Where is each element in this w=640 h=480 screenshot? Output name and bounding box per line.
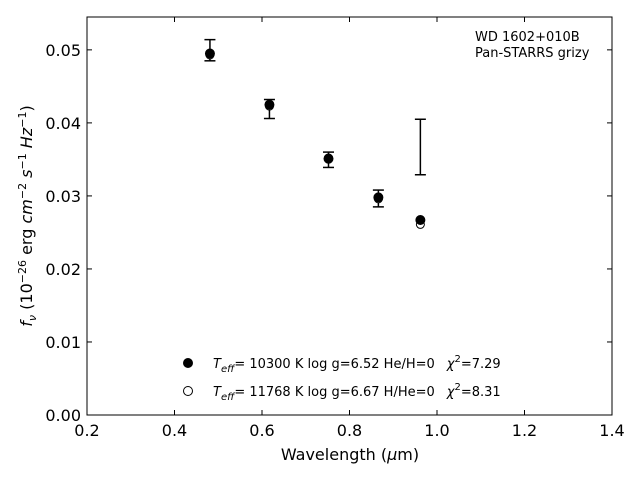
x-tick-label: 1.2 <box>512 421 537 440</box>
x-tick-label: 0.2 <box>74 421 99 440</box>
model-point-filled <box>415 215 426 226</box>
y-tick-label: 0.00 <box>45 406 81 425</box>
legend-marker-filled <box>183 358 193 368</box>
x-axis-label: Wavelength (μm) <box>281 445 419 464</box>
model-point-filled <box>323 153 334 164</box>
y-axis-label: fν (10−26 erg cm−2 s−1 Hz−1) <box>16 105 39 326</box>
y-tick-label: 0.05 <box>45 41 81 60</box>
x-tick-label: 0.4 <box>162 421 187 440</box>
legend-entry-filled: Teff= 10300 K log g=6.52 He/H=0 χ2=7.29 <box>213 354 501 375</box>
legend-marker-open <box>183 386 193 396</box>
annotation-line1: WD 1602+010B <box>475 30 580 45</box>
x-tick-label: 0.6 <box>249 421 274 440</box>
x-tick-label: 1.0 <box>424 421 449 440</box>
x-tick-label: 1.4 <box>599 421 624 440</box>
error-bar <box>414 118 426 176</box>
y-tick-label: 0.04 <box>45 114 81 133</box>
y-tick-label: 0.02 <box>45 260 81 279</box>
x-tick-label: 0.8 <box>337 421 362 440</box>
y-tick-label: 0.03 <box>45 187 81 206</box>
model-point-filled <box>264 99 275 110</box>
y-tick-label: 0.01 <box>45 333 81 352</box>
plot-frame <box>86 16 613 416</box>
legend-entry-open: Teff= 11768 K log g=6.67 H/He=0 χ2=8.31 <box>213 382 501 403</box>
annotation-line2: Pan-STARRS grizy <box>475 46 590 61</box>
model-point-filled <box>204 48 215 59</box>
model-point-filled <box>373 192 384 203</box>
